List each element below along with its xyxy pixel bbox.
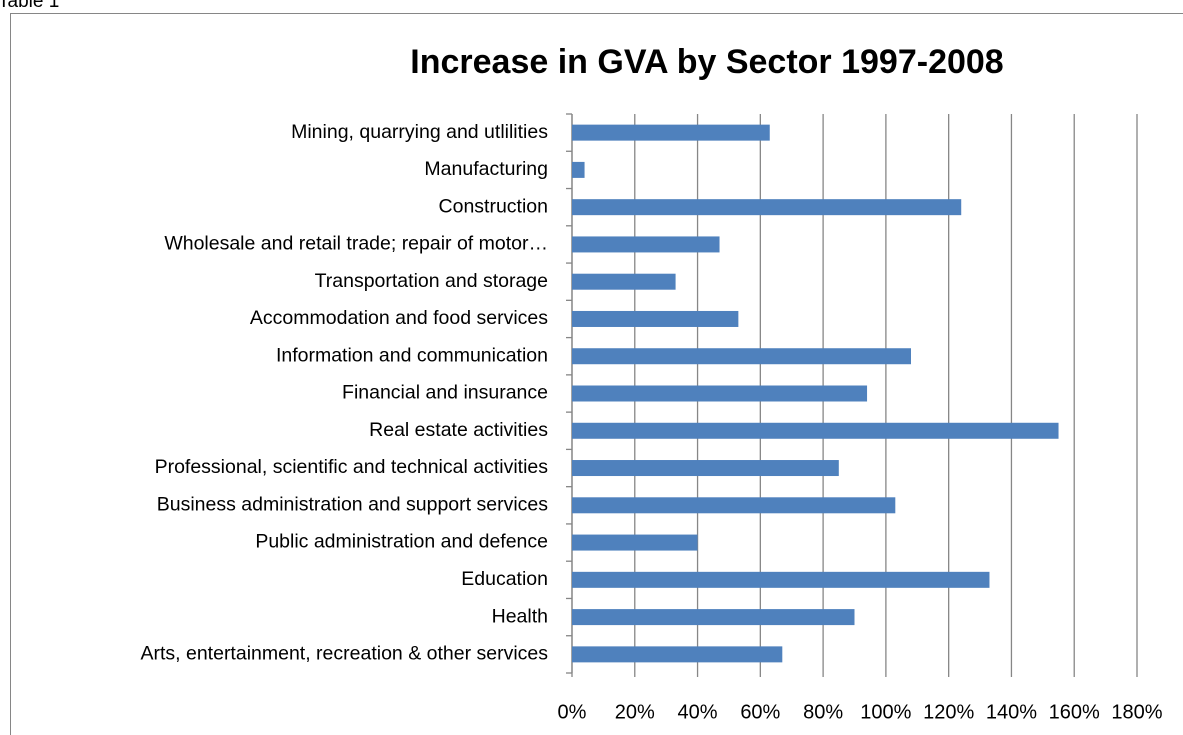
bar <box>572 310 739 327</box>
x-tick-label: 60% <box>740 701 780 723</box>
bar <box>572 497 896 514</box>
chart-border <box>10 13 1183 735</box>
bar <box>572 236 720 253</box>
x-tick-label: 80% <box>803 701 843 723</box>
x-tick-label: 100% <box>860 701 911 723</box>
y-tick-label: Manufacturing <box>424 158 548 180</box>
y-tick-label: Mining, quarrying and utlilities <box>291 121 548 143</box>
x-tick-label: 140% <box>986 701 1037 723</box>
x-tick-label: 120% <box>923 701 974 723</box>
bar <box>572 422 1059 439</box>
bar <box>572 385 868 402</box>
y-tick-label: Public administration and defence <box>255 531 548 553</box>
y-tick-label: Real estate activities <box>369 419 548 441</box>
x-tick-label: 180% <box>1111 701 1162 723</box>
y-tick-label: Construction <box>439 195 548 217</box>
bar <box>572 646 783 663</box>
x-tick-label: 40% <box>678 701 718 723</box>
bar <box>572 199 962 216</box>
y-tick-label: Wholesale and retail trade; repair of mo… <box>164 233 548 255</box>
chart-title: Increase in GVA by Sector 1997-2008 <box>410 43 1003 81</box>
bar <box>572 348 911 365</box>
caption: Table 1 <box>0 0 59 12</box>
y-tick-label: Transportation and storage <box>315 270 548 292</box>
bar <box>572 124 770 141</box>
bar <box>572 609 855 626</box>
x-tick-label: 20% <box>615 701 655 723</box>
bar <box>572 534 698 551</box>
bar <box>572 273 676 290</box>
y-tick-label: Financial and insurance <box>342 382 548 404</box>
y-tick-label: Health <box>492 605 548 627</box>
y-tick-label: Business administration and support serv… <box>157 493 549 515</box>
y-tick-label: Information and communication <box>276 344 548 366</box>
y-tick-label: Professional, scientific and technical a… <box>155 456 549 478</box>
x-tick-label: 160% <box>1049 701 1100 723</box>
bar <box>572 161 585 178</box>
y-tick-label: Accommodation and food services <box>250 307 548 329</box>
y-tick-label: Arts, entertainment, recreation & other … <box>140 643 548 665</box>
bar <box>572 460 839 477</box>
bar <box>572 571 990 588</box>
x-tick-label: 0% <box>558 701 587 723</box>
y-tick-label: Education <box>461 568 548 590</box>
